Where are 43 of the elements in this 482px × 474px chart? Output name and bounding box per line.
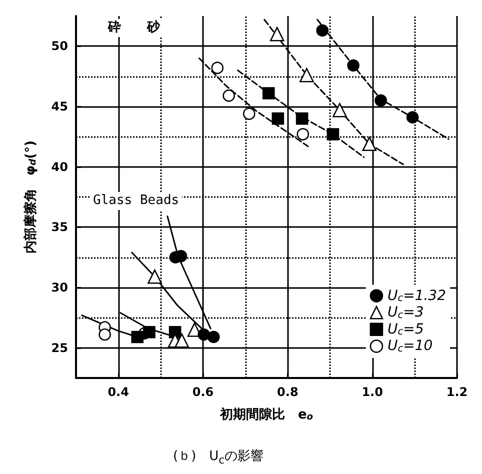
text: (ｂ) U$_{c}$の影響 (172, 448, 265, 468)
point (243, 108, 256, 120)
legend-label: Uc=5 (387, 321, 424, 338)
point (131, 330, 144, 344)
y-tick-label: 25 (51, 340, 68, 355)
y-tick-label: 45 (51, 100, 68, 114)
point (222, 89, 235, 102)
x-tick-label: 0.6 (192, 385, 214, 399)
point (198, 328, 210, 341)
point (326, 128, 340, 140)
y-tick-label: 35 (51, 220, 68, 234)
point (211, 62, 224, 74)
point (300, 68, 314, 82)
point (143, 326, 156, 338)
point (174, 333, 189, 348)
legend-label: Uc=3 (387, 304, 424, 321)
x-tick-label: 0.8 (277, 385, 298, 399)
point (374, 94, 387, 107)
point (272, 112, 284, 125)
legend-label: Uc=10 (387, 338, 433, 354)
x-axis-title: 初期間隙比 eo (218, 406, 314, 423)
x-tick-label: 1.2 (446, 385, 468, 399)
y-axis-title: 内部摩擦角 φd(°) (22, 140, 38, 254)
annotation: 砕 砂 (105, 19, 163, 37)
legend-label: Uc=1.32 (387, 288, 446, 304)
point (262, 87, 275, 100)
x-tick-label: 1.0 (362, 385, 383, 399)
y-tick-label: 50 (51, 39, 68, 54)
point (296, 128, 310, 140)
point (98, 328, 111, 341)
point (296, 112, 308, 125)
point (316, 24, 329, 37)
y-tick-label: 30 (51, 280, 68, 294)
point (347, 59, 360, 72)
point (332, 102, 347, 118)
annotation: Glass Beads (90, 192, 182, 210)
y-tick-label: 40 (51, 160, 68, 174)
point (406, 111, 419, 124)
point (270, 26, 284, 42)
x-tick-label: 0.4 (108, 385, 129, 399)
point (362, 136, 377, 152)
point (207, 330, 220, 344)
point (148, 269, 162, 284)
